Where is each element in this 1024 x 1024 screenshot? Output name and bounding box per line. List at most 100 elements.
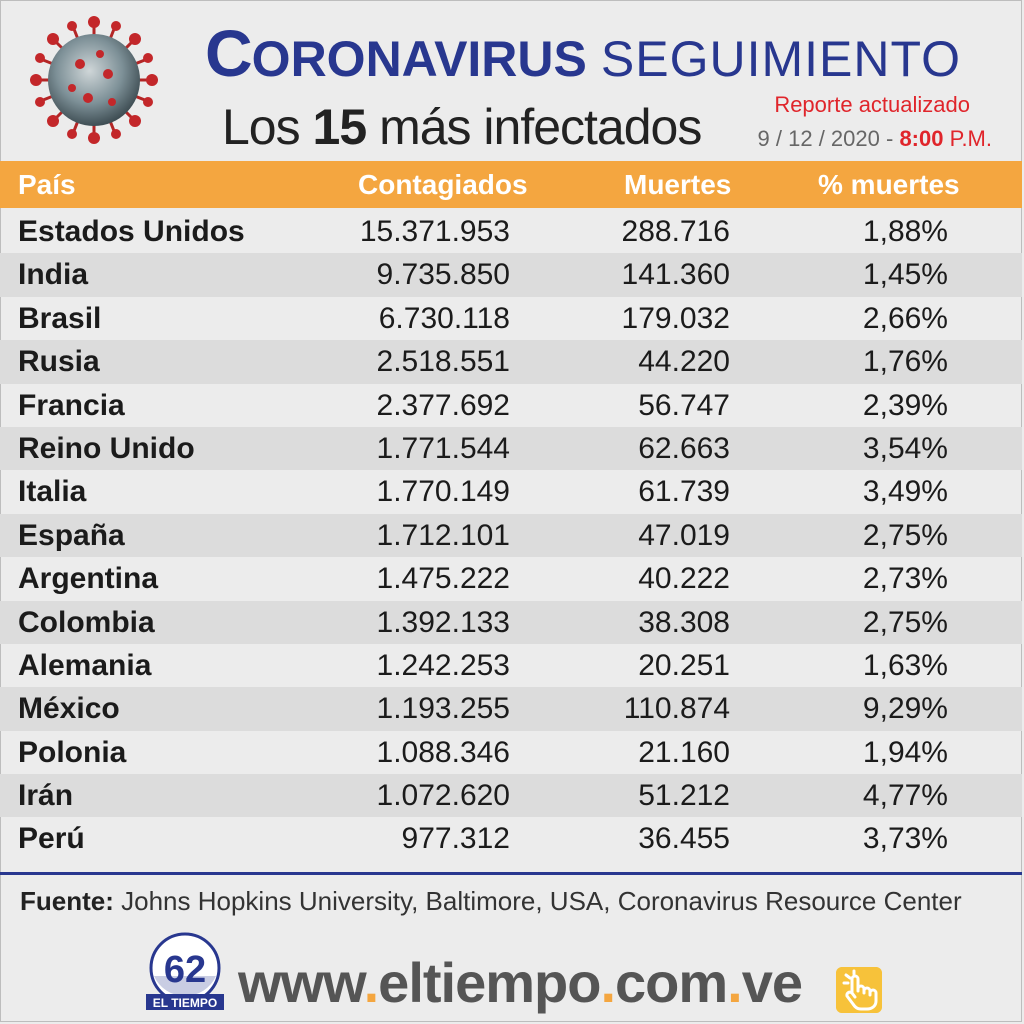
cell-death-rate: 1,63% xyxy=(862,648,948,682)
website-url[interactable]: www.eltiempo.com.ve xyxy=(238,950,803,1015)
report-label: Reporte actualizado xyxy=(774,92,970,117)
url-domain: eltiempo xyxy=(378,951,601,1014)
cell-infected: 15.371.953 xyxy=(359,215,510,248)
cell-country: Francia xyxy=(18,388,125,422)
cell-deaths: 47.019 xyxy=(638,518,730,552)
cell-deaths: 36.455 xyxy=(638,822,730,856)
cell-country: Argentina xyxy=(18,562,159,596)
url-com: com xyxy=(615,951,728,1014)
cell-death-rate: 9,29% xyxy=(862,692,948,726)
cell-country: Perú xyxy=(18,822,85,856)
source-label: Fuente: xyxy=(20,886,114,916)
main-title: CORONAVIRUS SEGUIMIENTO xyxy=(205,20,961,86)
url-dot: . xyxy=(600,951,616,1014)
cell-country: Irán xyxy=(18,779,74,813)
cell-country: Estados Unidos xyxy=(18,215,245,248)
cell-death-rate: 1,94% xyxy=(862,735,948,769)
cell-country: Brasil xyxy=(18,301,102,335)
cell-deaths: 110.874 xyxy=(623,692,730,726)
column-header-contagiados: Contagiados xyxy=(358,169,528,200)
cell-deaths: 179.032 xyxy=(621,301,730,335)
cell-infected: 1.770.149 xyxy=(376,475,510,509)
cell-death-rate: 1,88% xyxy=(862,215,948,248)
cell-death-rate: 2,39% xyxy=(862,388,948,422)
url-dot: . xyxy=(363,951,380,1014)
table-header: País Contagiados Muertes % muertes xyxy=(0,161,1022,208)
cell-deaths: 40.222 xyxy=(638,562,730,596)
cell-infected: 1.193.255 xyxy=(376,692,510,726)
cell-deaths: 141.360 xyxy=(621,258,730,292)
subtitle: Los 15 más infectados xyxy=(222,98,702,156)
cell-country: Colombia xyxy=(18,605,155,639)
table-row: Argentina 1.475.222 40.222 2,73% xyxy=(0,557,1022,600)
table-row: España 1.712.101 47.019 2,75% xyxy=(0,513,1022,558)
cell-country: India xyxy=(18,258,89,292)
table-row: Colombia 1.392.133 38.308 2,75% xyxy=(0,600,1022,644)
title-second: SEGUIMIENTO xyxy=(600,31,962,87)
table-row: Estados Unidos 15.371.953 288.716 1,88% xyxy=(0,210,1022,253)
cell-infected: 1.771.544 xyxy=(376,431,510,465)
cell-infected: 1.088.346 xyxy=(376,735,510,769)
column-header-pct-muertes: % muertes xyxy=(818,169,960,200)
cell-death-rate: 1,76% xyxy=(862,345,948,379)
click-hand-icon xyxy=(836,967,882,1013)
subtitle-post: más infectados xyxy=(379,99,702,155)
table-row: Reino Unido 1.771.544 62.663 3,54% xyxy=(0,426,1022,471)
cell-country: Polonia xyxy=(18,735,127,769)
title-rest: ORONAVIRUS xyxy=(251,31,587,87)
column-header-muertes: Muertes xyxy=(624,169,732,200)
cell-infected: 1.072.620 xyxy=(376,779,510,813)
date-text: 9 / 12 / 2020 - xyxy=(757,126,894,151)
cell-death-rate: 2,73% xyxy=(862,562,948,596)
cell-infected: 1.242.253 xyxy=(376,648,510,682)
logo-number: 62 xyxy=(164,949,206,991)
cell-infected: 1.712.101 xyxy=(376,518,510,552)
table-row: Perú 977.312 36.455 3,73% xyxy=(0,817,1022,860)
report-date: 9 / 12 / 2020 - 8:00 P.M. xyxy=(758,126,992,152)
cell-deaths: 56.747 xyxy=(638,388,730,422)
cell-infected: 1.475.222 xyxy=(376,562,510,596)
cell-country: Reino Unido xyxy=(18,431,195,465)
source-text: Johns Hopkins University, Baltimore, USA… xyxy=(121,886,962,916)
cell-deaths: 51.212 xyxy=(638,779,730,813)
cell-country: Italia xyxy=(18,475,87,509)
cell-death-rate: 2,75% xyxy=(862,518,948,552)
table-row: Alemania 1.242.253 20.251 1,63% xyxy=(0,644,1022,687)
cell-infected: 6.730.118 xyxy=(378,301,510,335)
source-note: Fuente: Johns Hopkins University, Baltim… xyxy=(20,886,962,917)
title-initial: C xyxy=(205,16,253,90)
cell-deaths: 62.663 xyxy=(638,431,730,465)
cell-deaths: 44.220 xyxy=(638,345,730,379)
cell-country: España xyxy=(18,518,125,552)
cell-deaths: 38.308 xyxy=(638,605,730,639)
url-tld: ve xyxy=(741,951,803,1014)
subtitle-pre: Los xyxy=(222,99,301,155)
cell-infected: 2.518.551 xyxy=(376,345,510,379)
table-row: Irán 1.072.620 51.212 4,77% xyxy=(0,774,1022,818)
cell-infected: 977.312 xyxy=(401,822,510,856)
time-text: 8:00 xyxy=(899,126,944,151)
table-row: Italia 1.770.149 61.739 3,49% xyxy=(0,470,1022,513)
cell-death-rate: 4,77% xyxy=(862,779,948,813)
cell-country: Alemania xyxy=(18,648,152,682)
table-row: Polonia 1.088.346 21.160 1,94% xyxy=(0,731,1022,774)
column-header-pais: País xyxy=(18,169,76,200)
ampm-text: P.M. xyxy=(949,126,992,151)
cell-death-rate: 2,75% xyxy=(862,605,948,639)
cell-deaths: 20.251 xyxy=(638,648,730,682)
cell-death-rate: 2,66% xyxy=(862,301,948,335)
table-row: Rusia 2.518.551 44.220 1,76% xyxy=(0,340,1022,384)
el-tiempo-logo: 62 EL TIEMPO xyxy=(146,932,224,1010)
subtitle-number: 15 xyxy=(312,99,368,155)
cell-death-rate: 3,54% xyxy=(862,431,948,465)
logo-text: EL TIEMPO xyxy=(153,996,217,1010)
table-row: Francia 2.377.692 56.747 2,39% xyxy=(0,384,1022,427)
cell-infected: 2.377.692 xyxy=(376,388,510,422)
cell-infected: 9.735.850 xyxy=(376,258,510,292)
table-body: Estados Unidos 15.371.953 288.716 1,88% Ind… xyxy=(0,210,1022,861)
cell-deaths: 288.716 xyxy=(621,215,730,248)
url-www: www xyxy=(238,951,365,1014)
coronavirus-icon xyxy=(30,16,158,144)
divider xyxy=(0,872,1022,875)
